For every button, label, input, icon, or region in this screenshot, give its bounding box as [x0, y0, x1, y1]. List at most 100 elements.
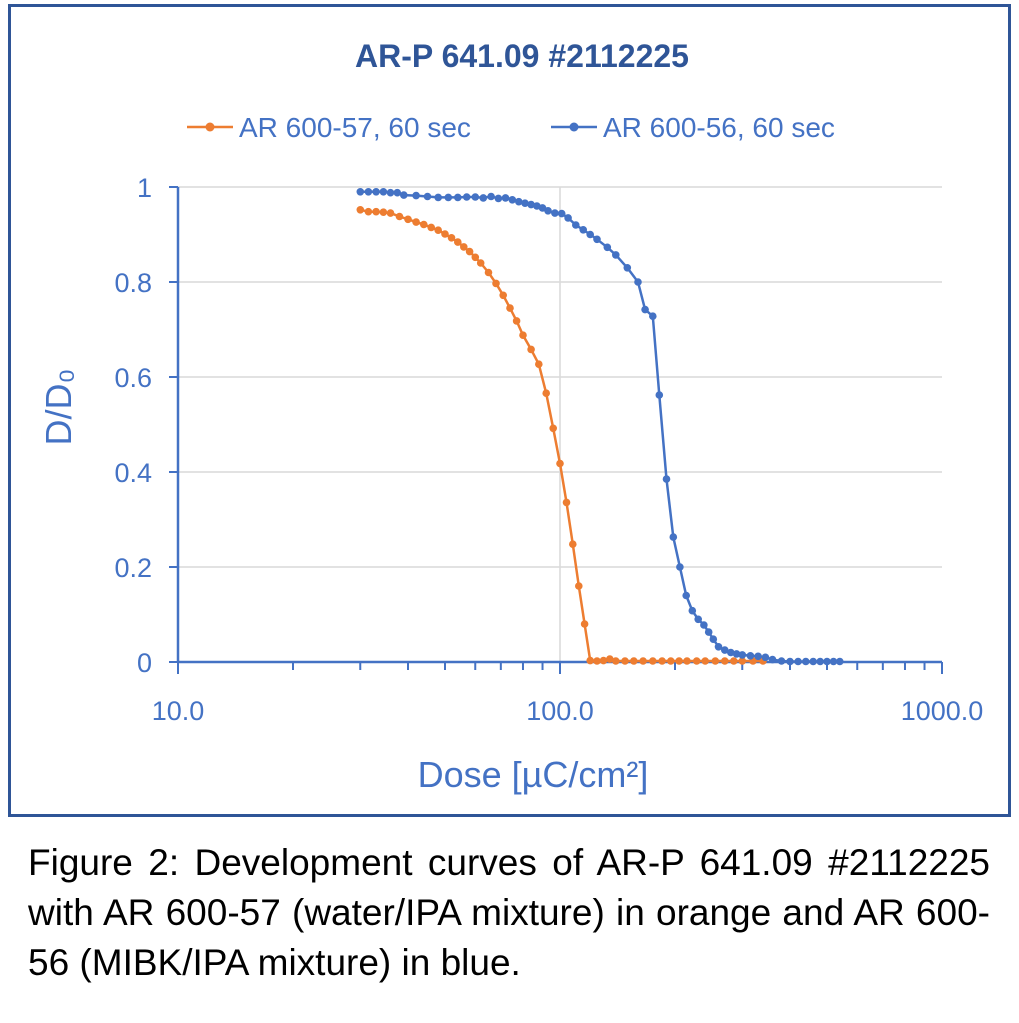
data-point-series-2: [471, 193, 480, 201]
data-point-series-1: [738, 657, 747, 665]
data-point-series-2: [634, 278, 642, 286]
x-tick-labels: 10.0 100.0 1000.0: [152, 696, 984, 726]
data-point-series-1: [420, 220, 428, 229]
data-point-series-2: [754, 652, 762, 661]
data-point-series-2: [454, 193, 462, 202]
data-point-series-2: [356, 188, 365, 196]
data-point-series-1: [612, 657, 620, 665]
data-point-series-2: [746, 652, 755, 660]
data-point-series-2: [623, 264, 632, 272]
data-point-series-2: [641, 305, 649, 314]
data-point-series-1: [658, 657, 666, 665]
data-point-series-1: [512, 317, 521, 325]
data-point-series-1: [484, 268, 493, 277]
data-point-series-1: [506, 304, 514, 312]
data-point-series-2: [462, 193, 471, 201]
data-point-series-1: [476, 259, 485, 267]
y-tick-label: 0: [137, 648, 152, 678]
x-axis-label: Dose [µC/cm²]: [418, 754, 649, 795]
data-point-series-2: [721, 646, 729, 654]
legend-marker-series-2: [569, 122, 579, 132]
data-point-series-2: [709, 635, 718, 643]
data-point-series-2: [794, 657, 802, 666]
data-point-series-2: [649, 312, 657, 321]
data-point-series-1: [569, 540, 577, 548]
series-line-2: [360, 190, 840, 663]
data-point-series-1: [639, 657, 647, 665]
data-point-series-1: [606, 655, 614, 663]
data-point-series-2: [603, 243, 612, 252]
chart-legend: AR 600-57, 60 sec AR 600-56, 60 sec: [187, 112, 835, 143]
series-line-1: [360, 208, 763, 663]
data-point-series-2: [564, 214, 572, 222]
data-point-series-2: [579, 226, 587, 234]
data-point-series-1: [460, 243, 468, 251]
y-tick-label: 0.6: [114, 363, 152, 393]
data-point-series-1: [499, 291, 508, 300]
data-point-series-2: [593, 235, 601, 244]
data-point-series-1: [404, 215, 412, 224]
data-point-series-2: [364, 188, 373, 196]
data-point-series-2: [802, 657, 810, 666]
data-point-series-1: [492, 279, 500, 288]
data-point-series-1: [441, 230, 449, 238]
data-point-series-1: [683, 657, 691, 665]
data-point-series-1: [386, 209, 395, 217]
data-point-series-1: [649, 657, 657, 665]
data-point-series-1: [630, 657, 638, 665]
data-point-series-2: [738, 651, 747, 659]
data-point-series-1: [454, 238, 462, 246]
data-point-series-2: [508, 196, 517, 204]
chart-frame: AR-P 641.09 #2112225 AR 600-57, 60 sec AR…: [8, 4, 1011, 817]
y-tick-label: 0.8: [114, 268, 152, 298]
data-point-series-1: [599, 656, 608, 665]
data-point-series-1: [465, 247, 474, 256]
data-point-series-1: [356, 206, 365, 214]
data-point-series-1: [412, 218, 420, 226]
x-tick-label: 100.0: [526, 696, 594, 726]
data-point-series-2: [386, 188, 395, 197]
data-point-series-1: [556, 459, 564, 468]
legend-marker-series-1: [205, 122, 215, 132]
data-point-series-1: [730, 657, 738, 665]
data-point-series-2: [768, 655, 777, 664]
data-point-series-2: [700, 621, 708, 629]
data-point-series-2: [527, 200, 535, 209]
data-point-series-2: [515, 197, 523, 206]
data-point-series-1: [542, 389, 550, 398]
data-point-series-1: [667, 657, 675, 665]
data-point-series-2: [544, 207, 552, 215]
y-axis-label: D/D₀: [38, 369, 79, 446]
data-point-series-2: [393, 188, 402, 197]
data-point-series-1: [675, 657, 683, 665]
data-point-series-1: [621, 657, 629, 665]
data-point-series-2: [412, 191, 420, 200]
data-point-series-2: [682, 591, 690, 600]
data-point-series-1: [395, 212, 404, 221]
data-point-series-1: [580, 620, 589, 628]
x-tick-label: 10.0: [152, 696, 205, 726]
data-point-series-1: [701, 657, 709, 665]
data-point-series-1: [593, 657, 601, 665]
data-point-series-2: [612, 251, 620, 259]
y-tick-label: 0.2: [114, 553, 152, 583]
data-point-series-2: [501, 194, 510, 202]
data-point-series-2: [836, 657, 844, 666]
legend-label-series-1: AR 600-57, 60 sec: [239, 112, 471, 143]
data-point-series-1: [562, 498, 571, 507]
y-tick-label: 0.4: [114, 458, 152, 488]
data-point-series-1: [527, 345, 535, 354]
data-point-series-1: [471, 253, 480, 262]
gridlines: [178, 186, 942, 662]
data-point-series-2: [400, 191, 408, 199]
data-point-series-1: [434, 226, 443, 234]
data-point-series-2: [521, 199, 529, 207]
data-point-series-2: [572, 221, 580, 229]
data-point-series-2: [777, 657, 786, 665]
data-point-series-2: [444, 193, 453, 202]
series-lines: [360, 190, 840, 663]
data-point-series-2: [551, 209, 559, 217]
y-tick-label: 1: [137, 173, 152, 203]
data-point-series-2: [732, 650, 741, 658]
data-point-series-1: [379, 208, 388, 216]
